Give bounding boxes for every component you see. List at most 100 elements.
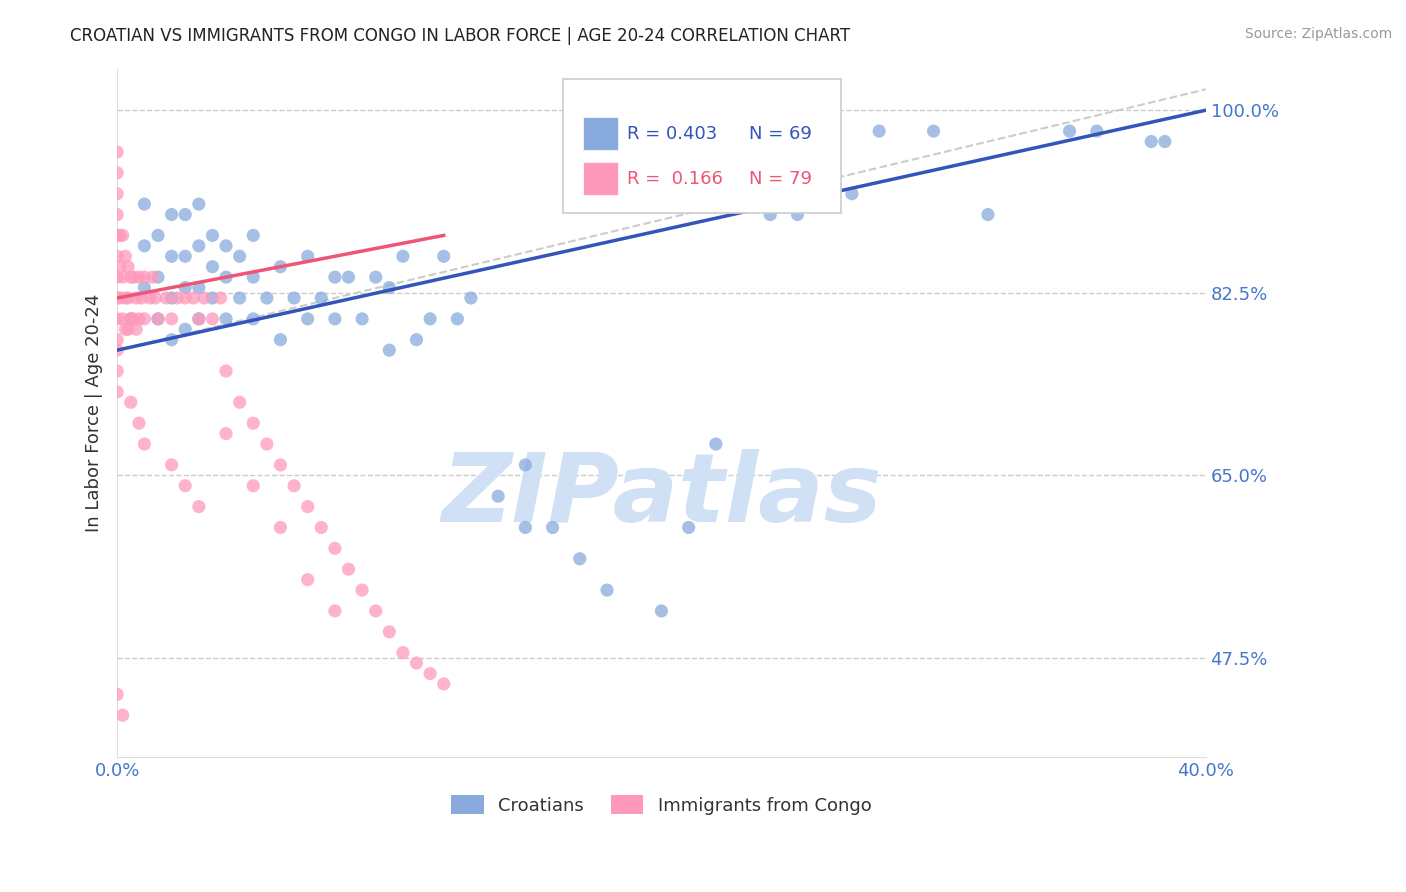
- Point: [1059, 124, 1081, 138]
- Point: [155, 291, 177, 305]
- Point: [108, 291, 131, 305]
- Point: [759, 208, 782, 222]
- Point: [187, 197, 209, 211]
- Point: [337, 270, 360, 285]
- Point: [201, 260, 224, 274]
- Point: [193, 291, 215, 305]
- Point: [269, 333, 291, 347]
- Point: [868, 124, 890, 138]
- Text: ZIPatlas: ZIPatlas: [441, 449, 882, 541]
- Point: [120, 311, 142, 326]
- FancyBboxPatch shape: [583, 118, 617, 151]
- Point: [364, 604, 387, 618]
- Point: [297, 311, 319, 326]
- Point: [120, 311, 142, 326]
- Point: [215, 270, 238, 285]
- Point: [352, 311, 374, 326]
- Point: [128, 311, 150, 326]
- Point: [515, 520, 537, 534]
- Point: [256, 291, 278, 305]
- Text: N = 79: N = 79: [748, 169, 811, 187]
- Point: [242, 479, 264, 493]
- Text: Source: ZipAtlas.com: Source: ZipAtlas.com: [1244, 27, 1392, 41]
- Point: [215, 426, 238, 441]
- Point: [131, 291, 153, 305]
- Point: [108, 260, 131, 274]
- Point: [541, 520, 564, 534]
- Point: [105, 687, 128, 701]
- Point: [446, 311, 468, 326]
- Point: [922, 124, 945, 138]
- Point: [323, 541, 346, 556]
- Point: [1153, 135, 1175, 149]
- Point: [678, 520, 700, 534]
- Point: [143, 291, 166, 305]
- Point: [352, 583, 374, 598]
- Point: [160, 311, 183, 326]
- Point: [269, 260, 291, 274]
- Point: [187, 311, 209, 326]
- Point: [297, 500, 319, 514]
- Point: [378, 343, 401, 358]
- Point: [125, 291, 148, 305]
- Point: [146, 311, 169, 326]
- Point: [187, 280, 209, 294]
- Point: [201, 311, 224, 326]
- Point: [139, 291, 162, 305]
- Point: [146, 228, 169, 243]
- Point: [105, 333, 128, 347]
- Point: [160, 458, 183, 472]
- Point: [364, 270, 387, 285]
- Point: [323, 604, 346, 618]
- Point: [105, 166, 128, 180]
- Point: [114, 322, 136, 336]
- Point: [125, 322, 148, 336]
- Point: [105, 270, 128, 285]
- Point: [105, 186, 128, 201]
- Point: [1085, 124, 1108, 138]
- Point: [283, 479, 305, 493]
- Point: [215, 239, 238, 253]
- Point: [114, 249, 136, 263]
- Point: [134, 239, 156, 253]
- Legend: Croatians, Immigrants from Congo: Croatians, Immigrants from Congo: [441, 786, 880, 823]
- Point: [405, 333, 427, 347]
- Point: [114, 291, 136, 305]
- FancyBboxPatch shape: [583, 162, 617, 195]
- Point: [166, 291, 188, 305]
- Point: [215, 364, 238, 378]
- Point: [269, 520, 291, 534]
- Point: [183, 291, 205, 305]
- Point: [160, 291, 183, 305]
- Point: [228, 395, 250, 409]
- Point: [174, 280, 197, 294]
- Point: [146, 270, 169, 285]
- Point: [111, 228, 134, 243]
- Point: [405, 656, 427, 670]
- Point: [160, 249, 183, 263]
- FancyBboxPatch shape: [564, 78, 841, 213]
- Point: [209, 291, 232, 305]
- Point: [122, 311, 145, 326]
- Point: [650, 604, 672, 618]
- Point: [841, 186, 863, 201]
- Point: [283, 291, 305, 305]
- Y-axis label: In Labor Force | Age 20-24: In Labor Force | Age 20-24: [86, 293, 103, 532]
- Point: [117, 322, 139, 336]
- Text: N = 69: N = 69: [748, 125, 811, 143]
- Point: [142, 270, 165, 285]
- Point: [146, 311, 169, 326]
- Point: [174, 208, 197, 222]
- Point: [105, 384, 128, 399]
- Point: [419, 666, 441, 681]
- Point: [120, 395, 142, 409]
- Point: [486, 489, 509, 503]
- Point: [242, 311, 264, 326]
- Point: [242, 270, 264, 285]
- Point: [108, 228, 131, 243]
- Point: [392, 646, 415, 660]
- Point: [378, 624, 401, 639]
- Point: [311, 520, 333, 534]
- Point: [174, 291, 197, 305]
- Point: [105, 249, 128, 263]
